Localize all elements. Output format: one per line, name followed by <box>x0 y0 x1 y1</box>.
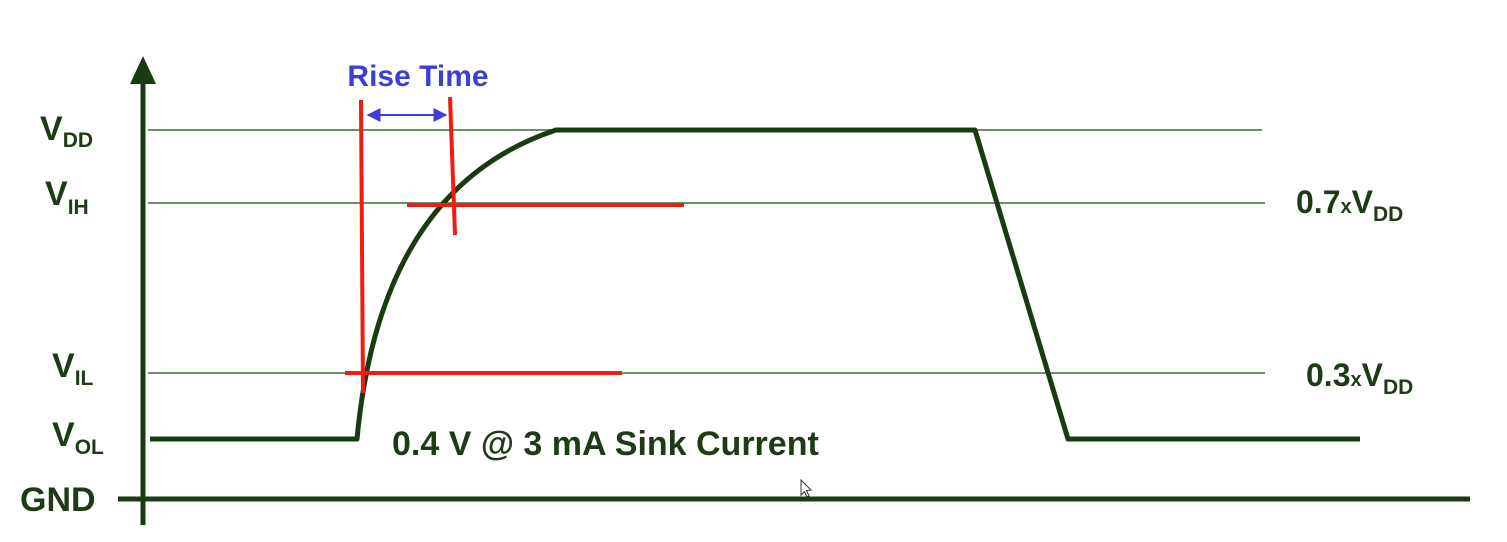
rise-start-marker <box>359 99 365 394</box>
signal-waveform <box>150 127 1360 442</box>
rise-time-label: Rise Time <box>347 60 488 93</box>
sink-current-label: 0.4 V @ 3 mA Sink Current <box>392 425 819 463</box>
vil-label: VIL <box>52 347 94 390</box>
vih-label: VIH <box>45 175 89 219</box>
rise-end-marker <box>448 96 457 236</box>
mouse-cursor-icon <box>800 478 813 498</box>
vol-label: VOL <box>52 416 104 459</box>
vil-ratio-label: 0.3xVDD <box>1306 357 1413 399</box>
vdd-label: VDD <box>40 110 93 152</box>
vih-ratio-label: 0.7xVDD <box>1296 184 1403 226</box>
y-axis-arrowhead <box>130 56 156 84</box>
gnd-label: GND <box>20 481 96 519</box>
